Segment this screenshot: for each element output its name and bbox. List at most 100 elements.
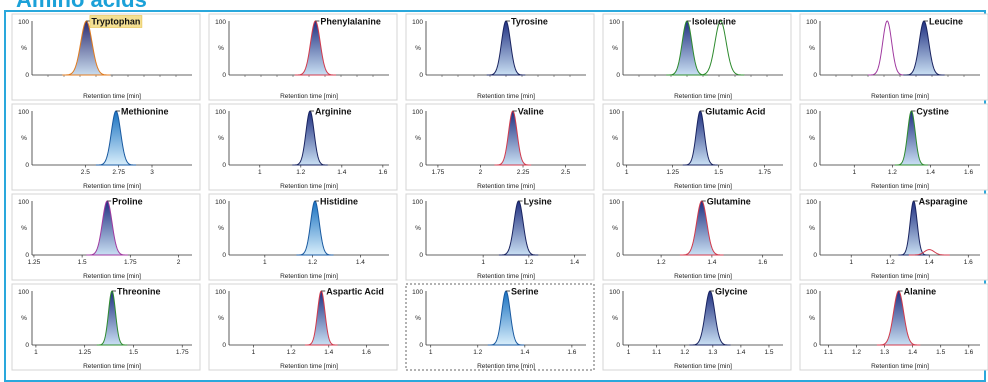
y-tick-label: 100 xyxy=(806,289,817,296)
y-tick-label: 100 xyxy=(18,109,29,116)
x-tick-label: 1 xyxy=(34,349,38,356)
x-tick-label: 1.4 xyxy=(520,349,529,356)
y-axis-label: % xyxy=(21,45,27,52)
x-tick-label: 1.4 xyxy=(356,259,365,266)
x-tick-label: 1.5 xyxy=(129,349,138,356)
x-tick-label: 1 xyxy=(852,169,856,176)
chromatogram-11: 100 0% 1 1.2 1.4 Retention time [min] Histidin… xyxy=(208,193,398,281)
x-tick-label: 1.6 xyxy=(758,259,767,266)
compound-label: Glutamine xyxy=(707,197,751,207)
x-tick-label: 1.4 xyxy=(707,259,716,266)
compound-label: Leucine xyxy=(929,17,963,27)
x-axis-label: Retention time [min] xyxy=(83,273,141,280)
y-tick-label: 100 xyxy=(412,199,423,206)
y-tick-label: 100 xyxy=(609,199,620,206)
x-tick-label: 2 xyxy=(479,169,483,176)
compound-label: Glycine xyxy=(715,287,748,297)
compound-label: Alanine xyxy=(904,287,937,297)
chromatogram-12: 100 0% 1 1.2 1.4 Retention time [min] Lysine xyxy=(405,193,595,281)
x-tick-label: 1.2 xyxy=(287,349,296,356)
y-tick-label: 100 xyxy=(412,109,423,116)
x-axis-label: Retention time [min] xyxy=(83,363,141,370)
x-axis-label: Retention time [min] xyxy=(871,273,929,280)
y-tick-label: 100 xyxy=(609,289,620,296)
y-tick-label: 0 xyxy=(25,72,29,79)
x-tick-label: 2.5 xyxy=(561,169,570,176)
x-tick-label: 1.4 xyxy=(337,169,346,176)
compound-label: Tyrosine xyxy=(511,17,548,27)
x-axis-label: Retention time [min] xyxy=(280,273,338,280)
chromatogram-15: 100 0% 1 1.25 1.5 1.75 Retention time [min] Thr… xyxy=(11,283,201,371)
y-tick-label: 0 xyxy=(25,342,29,349)
chromatogram-16: 100 0% 1 1.2 1.4 1.6 Retention time [min] Aspar… xyxy=(208,283,398,371)
y-axis-label: % xyxy=(218,225,224,232)
y-tick-label: 0 xyxy=(419,252,423,259)
chromatogram-frame xyxy=(11,103,201,191)
y-axis-label: % xyxy=(809,225,815,232)
y-axis-label: % xyxy=(415,315,421,322)
x-tick-label: 2 xyxy=(177,259,181,266)
chromatogram-frame xyxy=(799,103,988,191)
x-tick-label: 1.75 xyxy=(758,169,771,176)
y-tick-label: 100 xyxy=(412,289,423,296)
y-tick-label: 0 xyxy=(222,72,226,79)
compound-label: Serine xyxy=(511,287,539,297)
y-tick-label: 0 xyxy=(616,72,620,79)
x-tick-label: 1.1 xyxy=(652,349,661,356)
x-axis-label: Retention time [min] xyxy=(280,363,338,370)
y-tick-label: 100 xyxy=(18,289,29,296)
y-tick-label: 0 xyxy=(419,72,423,79)
y-axis-label: % xyxy=(21,225,27,232)
chromatogram-frame xyxy=(602,13,792,101)
chromatogram-14: 100 0% 1 1.2 1.4 1.6 Retention time [min] Aspar… xyxy=(799,193,988,281)
compound-label: Isoleucine xyxy=(692,17,736,27)
compound-label: Methionine xyxy=(121,107,169,117)
label-highlight xyxy=(89,15,143,28)
y-axis-label: % xyxy=(218,45,224,52)
x-axis-label: Retention time [min] xyxy=(871,363,929,370)
chromatogram-2: 100 0% Retention time [min] Tyrosine xyxy=(405,13,595,101)
y-tick-label: 100 xyxy=(18,19,29,26)
y-tick-label: 100 xyxy=(806,19,817,26)
x-tick-label: 1 xyxy=(263,259,267,266)
chromatogram-8: 100 0% 1 1.25 1.5 1.75 Retention time [min] Glu… xyxy=(602,103,792,191)
chromatogram-frame xyxy=(405,193,595,281)
y-axis-label: % xyxy=(612,45,618,52)
y-tick-label: 0 xyxy=(222,342,226,349)
chromatogram-4: 100 0% Retention time [min] Leucine xyxy=(799,13,988,101)
peak-trace xyxy=(908,249,950,256)
x-tick-label: 1.4 xyxy=(925,259,934,266)
y-tick-label: 0 xyxy=(813,342,817,349)
x-tick-label: 1.75 xyxy=(176,349,189,356)
chromatogram-frame xyxy=(208,13,398,101)
y-tick-label: 100 xyxy=(215,199,226,206)
chromatogram-frame xyxy=(799,193,988,281)
x-tick-label: 1 xyxy=(625,169,629,176)
compound-label: Aspartic Acid xyxy=(326,287,384,297)
x-tick-label: 1.2 xyxy=(657,259,666,266)
chromatogram-6: 100 0% 1 1.2 1.4 1.6 Retention time [min] Argin… xyxy=(208,103,398,191)
x-axis-label: Retention time [min] xyxy=(871,183,929,190)
y-tick-label: 100 xyxy=(609,19,620,26)
chromatogram-19: 100 0% 1.1 1.2 1.3 1.4 1.5 1.6 Retention time [m… xyxy=(799,283,988,371)
y-axis-label: % xyxy=(612,135,618,142)
x-axis-label: Retention time [min] xyxy=(477,93,535,100)
compound-label: Valine xyxy=(518,107,544,117)
y-tick-label: 100 xyxy=(412,19,423,26)
y-tick-label: 0 xyxy=(419,162,423,169)
x-tick-label: 1.2 xyxy=(680,349,689,356)
y-axis-label: % xyxy=(809,135,815,142)
y-tick-label: 0 xyxy=(419,342,423,349)
compound-label: Phenylalanine xyxy=(320,17,381,27)
x-axis-label: Retention time [min] xyxy=(477,363,535,370)
compound-label: Asparagine xyxy=(919,197,968,207)
x-tick-label: 1.4 xyxy=(736,349,745,356)
compound-label: Histidine xyxy=(320,197,358,207)
x-tick-label: 1.4 xyxy=(570,259,579,266)
y-axis-label: % xyxy=(612,315,618,322)
y-tick-label: 100 xyxy=(806,109,817,116)
peak-trace xyxy=(867,20,907,76)
x-tick-label: 1.4 xyxy=(324,349,333,356)
x-tick-label: 1.5 xyxy=(936,349,945,356)
x-tick-label: 1.6 xyxy=(567,349,576,356)
